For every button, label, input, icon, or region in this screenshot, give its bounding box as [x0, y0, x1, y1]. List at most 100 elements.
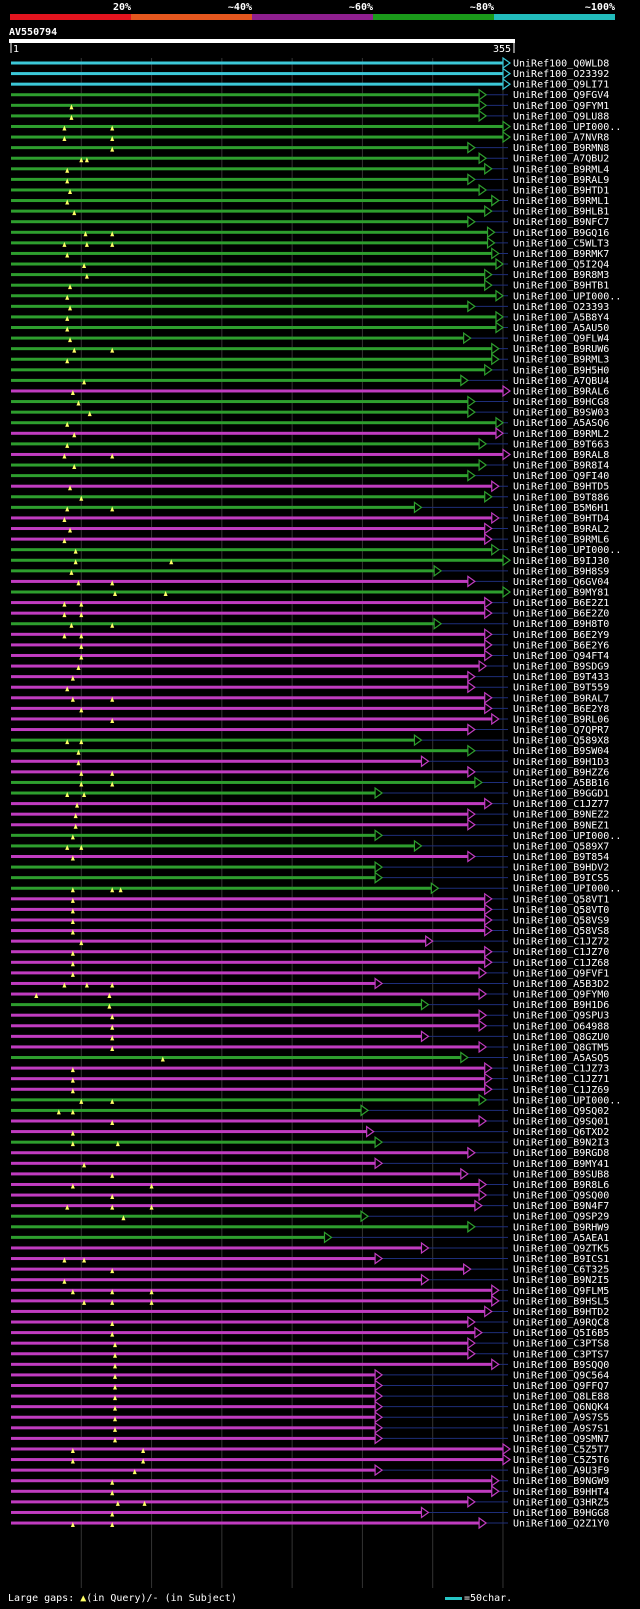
- hit-label[interactable]: UniRef100_Q3HRZ5: [513, 1497, 609, 1508]
- hit-label[interactable]: UniRef100_B9H1D6: [513, 1000, 609, 1011]
- hit-label[interactable]: UniRef100_B9H8S9: [513, 566, 609, 577]
- hit-label[interactable]: UniRef100_A5BB16: [513, 778, 609, 789]
- hit-label[interactable]: UniRef100_Q9FGV4: [513, 90, 609, 101]
- hit-label[interactable]: UniRef100_B9HTD1: [513, 185, 609, 196]
- hit-label[interactable]: UniRef100_C5Z5T6: [513, 1455, 609, 1466]
- hit-label[interactable]: UniRef100_B9RGD8: [513, 1148, 609, 1159]
- hit-label[interactable]: UniRef100_B9IJ30: [513, 556, 609, 567]
- hit-label[interactable]: UniRef100_B9T854: [513, 852, 609, 863]
- hit-label[interactable]: UniRef100_A5B8Y4: [513, 312, 609, 323]
- hit-label[interactable]: UniRef100_B9SUB8: [513, 1169, 609, 1180]
- hit-label[interactable]: UniRef100_Q9SPU3: [513, 1011, 609, 1022]
- hit-label[interactable]: UniRef100_Q9FFQ7: [513, 1381, 609, 1392]
- hit-label[interactable]: UniRef100_B9ICS5: [513, 873, 609, 884]
- hit-label[interactable]: UniRef100_B6E2Y9: [513, 630, 609, 641]
- hit-label[interactable]: UniRef100_C1JZ73: [513, 1064, 609, 1075]
- hit-label[interactable]: UniRef100_Q9LI71: [513, 80, 609, 91]
- hit-label[interactable]: UniRef100_O64988: [513, 1021, 609, 1032]
- hit-label[interactable]: UniRef100_C1JZ77: [513, 799, 609, 810]
- hit-label[interactable]: UniRef100_B9HLB1: [513, 207, 609, 218]
- hit-label[interactable]: UniRef100_Q9FYM0: [513, 990, 609, 1001]
- hit-label[interactable]: UniRef100_B9H1D3: [513, 757, 609, 768]
- hit-label[interactable]: UniRef100_B9RML4: [513, 164, 609, 175]
- hit-label[interactable]: UniRef100_B9SW03: [513, 408, 609, 419]
- hit-label[interactable]: UniRef100_B9R8L6: [513, 1180, 609, 1191]
- hit-label[interactable]: UniRef100_B9R8M3: [513, 270, 609, 281]
- hit-label[interactable]: UniRef100_Q2Z1Y0: [513, 1519, 609, 1530]
- hit-label[interactable]: UniRef100_Q9ZTK5: [513, 1243, 609, 1254]
- hit-label[interactable]: UniRef100_Q9SQ02: [513, 1106, 609, 1117]
- hit-label[interactable]: UniRef100_Q7QPR7: [513, 725, 609, 736]
- hit-label[interactable]: UniRef100_B9HTD2: [513, 1307, 609, 1318]
- hit-label[interactable]: UniRef100_A5ASQ6: [513, 418, 609, 429]
- hit-label[interactable]: UniRef100_B9HDV2: [513, 863, 609, 874]
- hit-label[interactable]: UniRef100_Q589X8: [513, 736, 609, 747]
- hit-label[interactable]: UniRef100_A7QBU4: [513, 376, 609, 387]
- hit-label[interactable]: UniRef100_B9R8I4: [513, 461, 609, 472]
- hit-label[interactable]: UniRef100_B9SQQ0: [513, 1360, 609, 1371]
- hit-label[interactable]: UniRef100_C1JZ71: [513, 1074, 609, 1085]
- hit-label[interactable]: UniRef100_B9RUW6: [513, 344, 609, 355]
- hit-label[interactable]: UniRef100_C3PTS7: [513, 1349, 609, 1360]
- hit-label[interactable]: UniRef100_B9T886: [513, 492, 609, 503]
- hit-label[interactable]: UniRef100_B9H8T0: [513, 619, 609, 630]
- hit-label[interactable]: UniRef100_A5AEA1: [513, 1233, 609, 1244]
- hit-label[interactable]: UniRef100_B9GQ16: [513, 228, 609, 239]
- hit-label[interactable]: UniRef100_B9SDG9: [513, 662, 609, 673]
- hit-label[interactable]: UniRef100_Q9LU88: [513, 111, 609, 122]
- hit-label[interactable]: UniRef100_B9HSL5: [513, 1296, 609, 1307]
- hit-label[interactable]: UniRef100_Q9FLM5: [513, 1286, 609, 1297]
- hit-label[interactable]: UniRef100_O23392: [513, 69, 609, 80]
- hit-label[interactable]: UniRef100_B9RML1: [513, 196, 609, 207]
- hit-label[interactable]: UniRef100_C1JZ70: [513, 947, 609, 958]
- hit-label[interactable]: UniRef100_B9RAL8: [513, 450, 609, 461]
- hit-label[interactable]: UniRef100_B9MY81: [513, 588, 609, 599]
- hit-label[interactable]: UniRef100_B9HCG8: [513, 397, 609, 408]
- hit-label[interactable]: UniRef100_B9RMN8: [513, 143, 609, 154]
- hit-label[interactable]: UniRef100_Q8GTM5: [513, 1042, 609, 1053]
- hit-label[interactable]: UniRef100_B9MY41: [513, 1159, 609, 1170]
- hit-label[interactable]: UniRef100_Q9FLW4: [513, 334, 609, 345]
- hit-label[interactable]: UniRef100_B6E2Y8: [513, 704, 609, 715]
- hit-label[interactable]: UniRef100_Q8LE88: [513, 1392, 609, 1403]
- hit-label[interactable]: UniRef100_UPI000..: [513, 1095, 621, 1106]
- hit-label[interactable]: UniRef100_B9NGW9: [513, 1476, 609, 1487]
- hit-label[interactable]: UniRef100_B9RML2: [513, 429, 609, 440]
- hit-label[interactable]: UniRef100_Q9FVF1: [513, 968, 609, 979]
- hit-label[interactable]: UniRef100_B9RHW9: [513, 1222, 609, 1233]
- hit-label[interactable]: UniRef100_A5AU50: [513, 323, 609, 334]
- hit-label[interactable]: UniRef100_C3PTS8: [513, 1339, 609, 1350]
- hit-label[interactable]: UniRef100_Q58VS9: [513, 915, 609, 926]
- hit-label[interactable]: UniRef100_Q9SMN7: [513, 1434, 609, 1445]
- hit-label[interactable]: UniRef100_A9U3F9: [513, 1466, 609, 1477]
- hit-label[interactable]: UniRef100_Q9FYM1: [513, 101, 609, 112]
- hit-label[interactable]: UniRef100_Q9FI40: [513, 471, 609, 482]
- hit-label[interactable]: UniRef100_B9RAL9: [513, 175, 609, 186]
- hit-label[interactable]: UniRef100_B9RAL6: [513, 386, 609, 397]
- hit-label[interactable]: UniRef100_B9T559: [513, 683, 609, 694]
- hit-label[interactable]: UniRef100_B9NEZ2: [513, 810, 609, 821]
- hit-label[interactable]: UniRef100_Q6NQK4: [513, 1402, 609, 1413]
- hit-label[interactable]: UniRef100_UPI000..: [513, 545, 621, 556]
- hit-label[interactable]: UniRef100_C5Z5T7: [513, 1444, 609, 1455]
- hit-label[interactable]: UniRef100_Q5I6B5: [513, 1328, 609, 1339]
- hit-label[interactable]: UniRef100_C6T325: [513, 1265, 609, 1276]
- hit-label[interactable]: UniRef100_Q58VS8: [513, 926, 609, 937]
- hit-label[interactable]: UniRef100_A5ASQ5: [513, 1053, 609, 1064]
- hit-label[interactable]: UniRef100_O23393: [513, 302, 609, 313]
- hit-label[interactable]: UniRef100_B9RMK7: [513, 249, 609, 260]
- hit-label[interactable]: UniRef100_B9SW04: [513, 746, 609, 757]
- hit-label[interactable]: UniRef100_B9H5H0: [513, 365, 609, 376]
- hit-label[interactable]: UniRef100_C5WLT3: [513, 238, 609, 249]
- hit-label[interactable]: UniRef100_Q0WLD8: [513, 59, 609, 70]
- hit-label[interactable]: UniRef100_C1JZ72: [513, 937, 609, 948]
- hit-label[interactable]: UniRef100_A9S7S1: [513, 1423, 609, 1434]
- hit-label[interactable]: UniRef100_UPI000..: [513, 291, 621, 302]
- hit-label[interactable]: UniRef100_B6E2Y6: [513, 640, 609, 651]
- hit-label[interactable]: UniRef100_B9GGD1: [513, 789, 609, 800]
- hit-label[interactable]: UniRef100_B6E2Z0: [513, 609, 609, 620]
- hit-label[interactable]: UniRef100_B9N2I5: [513, 1275, 609, 1286]
- hit-label[interactable]: UniRef100_Q6TXD2: [513, 1127, 609, 1138]
- hit-label[interactable]: UniRef100_A9S7S5: [513, 1413, 609, 1424]
- hit-label[interactable]: UniRef100_B9RAL2: [513, 524, 609, 535]
